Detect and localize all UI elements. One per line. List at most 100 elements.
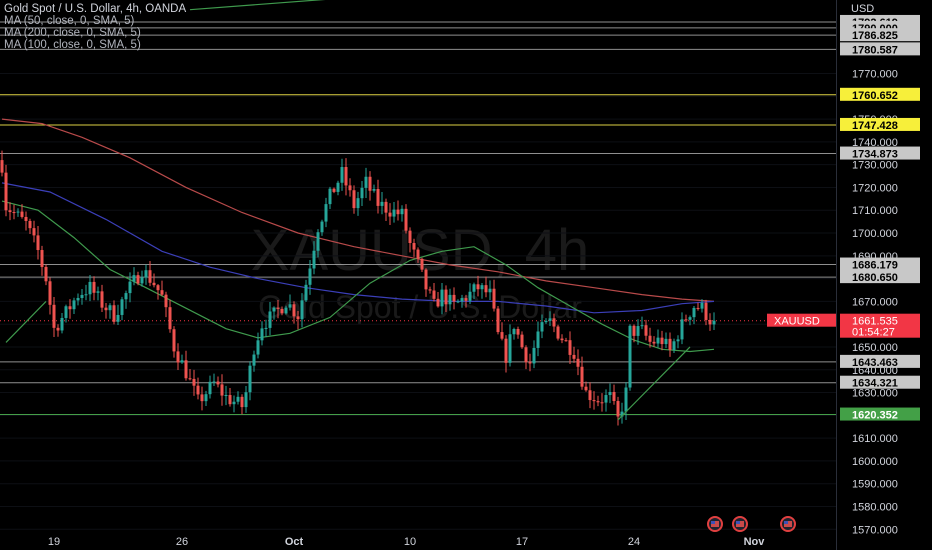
candle xyxy=(140,270,144,287)
candle-body xyxy=(360,187,364,199)
current-price-box[interactable] xyxy=(840,313,920,338)
candle xyxy=(396,200,400,221)
candle-body xyxy=(676,339,680,342)
time-axis[interactable]: 19 26 Oct 10 17 24 Nov xyxy=(48,536,765,548)
candle-body xyxy=(448,294,452,305)
symbol-badge[interactable] xyxy=(767,313,836,327)
ma50-legend[interactable]: MA (50, close, 0, SMA, 5) xyxy=(4,15,135,27)
candle-body xyxy=(652,341,656,344)
candle-body xyxy=(104,307,108,311)
candle xyxy=(628,324,632,391)
candle xyxy=(108,303,112,319)
candle xyxy=(240,394,244,415)
candle xyxy=(40,245,44,276)
level-price-box[interactable] xyxy=(840,354,920,368)
candle xyxy=(692,305,696,325)
level-price-box[interactable] xyxy=(840,117,920,131)
candle xyxy=(116,304,120,325)
candle xyxy=(444,285,448,312)
candle-body xyxy=(708,319,712,325)
candle-body xyxy=(464,298,468,301)
candle xyxy=(68,299,72,319)
horizontal-levels[interactable] xyxy=(0,21,836,416)
candle xyxy=(156,284,160,300)
trendline[interactable] xyxy=(189,0,490,11)
candle xyxy=(256,332,260,359)
candle xyxy=(644,319,648,341)
candle xyxy=(316,229,320,258)
candle xyxy=(348,178,352,197)
candle xyxy=(28,218,32,234)
candle xyxy=(244,385,248,413)
ma200-legend[interactable]: MA (200, close, 0, SMA, 5) xyxy=(4,27,141,39)
candle xyxy=(260,321,264,346)
candle xyxy=(712,312,716,331)
x-tick-label: Oct xyxy=(285,536,304,548)
candle-body xyxy=(636,326,640,336)
level-price-box[interactable] xyxy=(840,257,920,271)
candle-body xyxy=(252,354,256,366)
candle xyxy=(196,377,200,400)
candle xyxy=(496,306,500,335)
candle xyxy=(352,185,356,214)
price-axis[interactable]: USD 1570.000 1580.000 1590.000 1600.000 1610.… xyxy=(767,0,932,550)
candle-body xyxy=(532,347,536,364)
watermark-description: Gold Spot / U.S. Dollar xyxy=(258,289,582,325)
trendlines[interactable] xyxy=(5,0,691,421)
level-price-box[interactable] xyxy=(840,28,920,42)
candle-body xyxy=(148,270,152,283)
candle-body xyxy=(672,341,676,350)
candle xyxy=(188,368,192,381)
candle-body xyxy=(392,209,396,217)
us-flag-event-icon[interactable] xyxy=(732,516,748,532)
candle xyxy=(32,220,36,243)
candle xyxy=(616,396,620,426)
level-price-box[interactable] xyxy=(840,87,920,101)
candle-body xyxy=(4,172,8,211)
candle-body xyxy=(468,291,472,301)
candle-body xyxy=(416,249,420,259)
trendline[interactable] xyxy=(5,300,47,343)
candle xyxy=(528,353,532,372)
us-flag-event-icon[interactable] xyxy=(780,516,796,532)
chart-legend: Gold Spot / U.S. Dollar, 4h, OANDA MA (5… xyxy=(4,3,186,51)
level-price-box[interactable] xyxy=(840,42,920,56)
candle xyxy=(636,319,640,345)
candle xyxy=(164,291,168,318)
candles xyxy=(0,150,716,426)
candle xyxy=(408,227,412,253)
economic-events[interactable] xyxy=(707,516,796,532)
candle-body xyxy=(492,288,496,309)
level-price-box[interactable] xyxy=(840,146,920,160)
ma100-legend[interactable]: MA (100, close, 0, SMA, 5) xyxy=(4,39,141,51)
candle-body xyxy=(456,301,460,303)
candle xyxy=(356,191,360,216)
candle xyxy=(500,322,504,341)
level-price-box[interactable] xyxy=(840,407,920,421)
candle xyxy=(172,326,176,358)
candle-body xyxy=(612,392,616,402)
candle xyxy=(72,297,76,315)
candle-body xyxy=(420,258,424,270)
chart-grid xyxy=(0,73,836,530)
chart-title: Gold Spot / U.S. Dollar, 4h, OANDA xyxy=(4,3,187,15)
event-flag-canton xyxy=(711,521,715,524)
x-tick-label: 10 xyxy=(404,536,416,548)
candle-body xyxy=(384,201,388,213)
candle-body xyxy=(696,307,700,309)
candle xyxy=(660,330,664,351)
level-price-box[interactable] xyxy=(840,375,920,389)
candle xyxy=(360,180,364,206)
us-flag-event-icon[interactable] xyxy=(707,516,723,532)
candle xyxy=(200,386,204,411)
level-price-box[interactable] xyxy=(840,270,920,284)
candle xyxy=(264,319,268,338)
candle-body xyxy=(500,332,504,339)
candle-body xyxy=(112,305,116,322)
trendline[interactable] xyxy=(617,346,691,421)
candle xyxy=(184,350,188,381)
candle-body xyxy=(48,281,52,305)
candle xyxy=(24,211,28,231)
